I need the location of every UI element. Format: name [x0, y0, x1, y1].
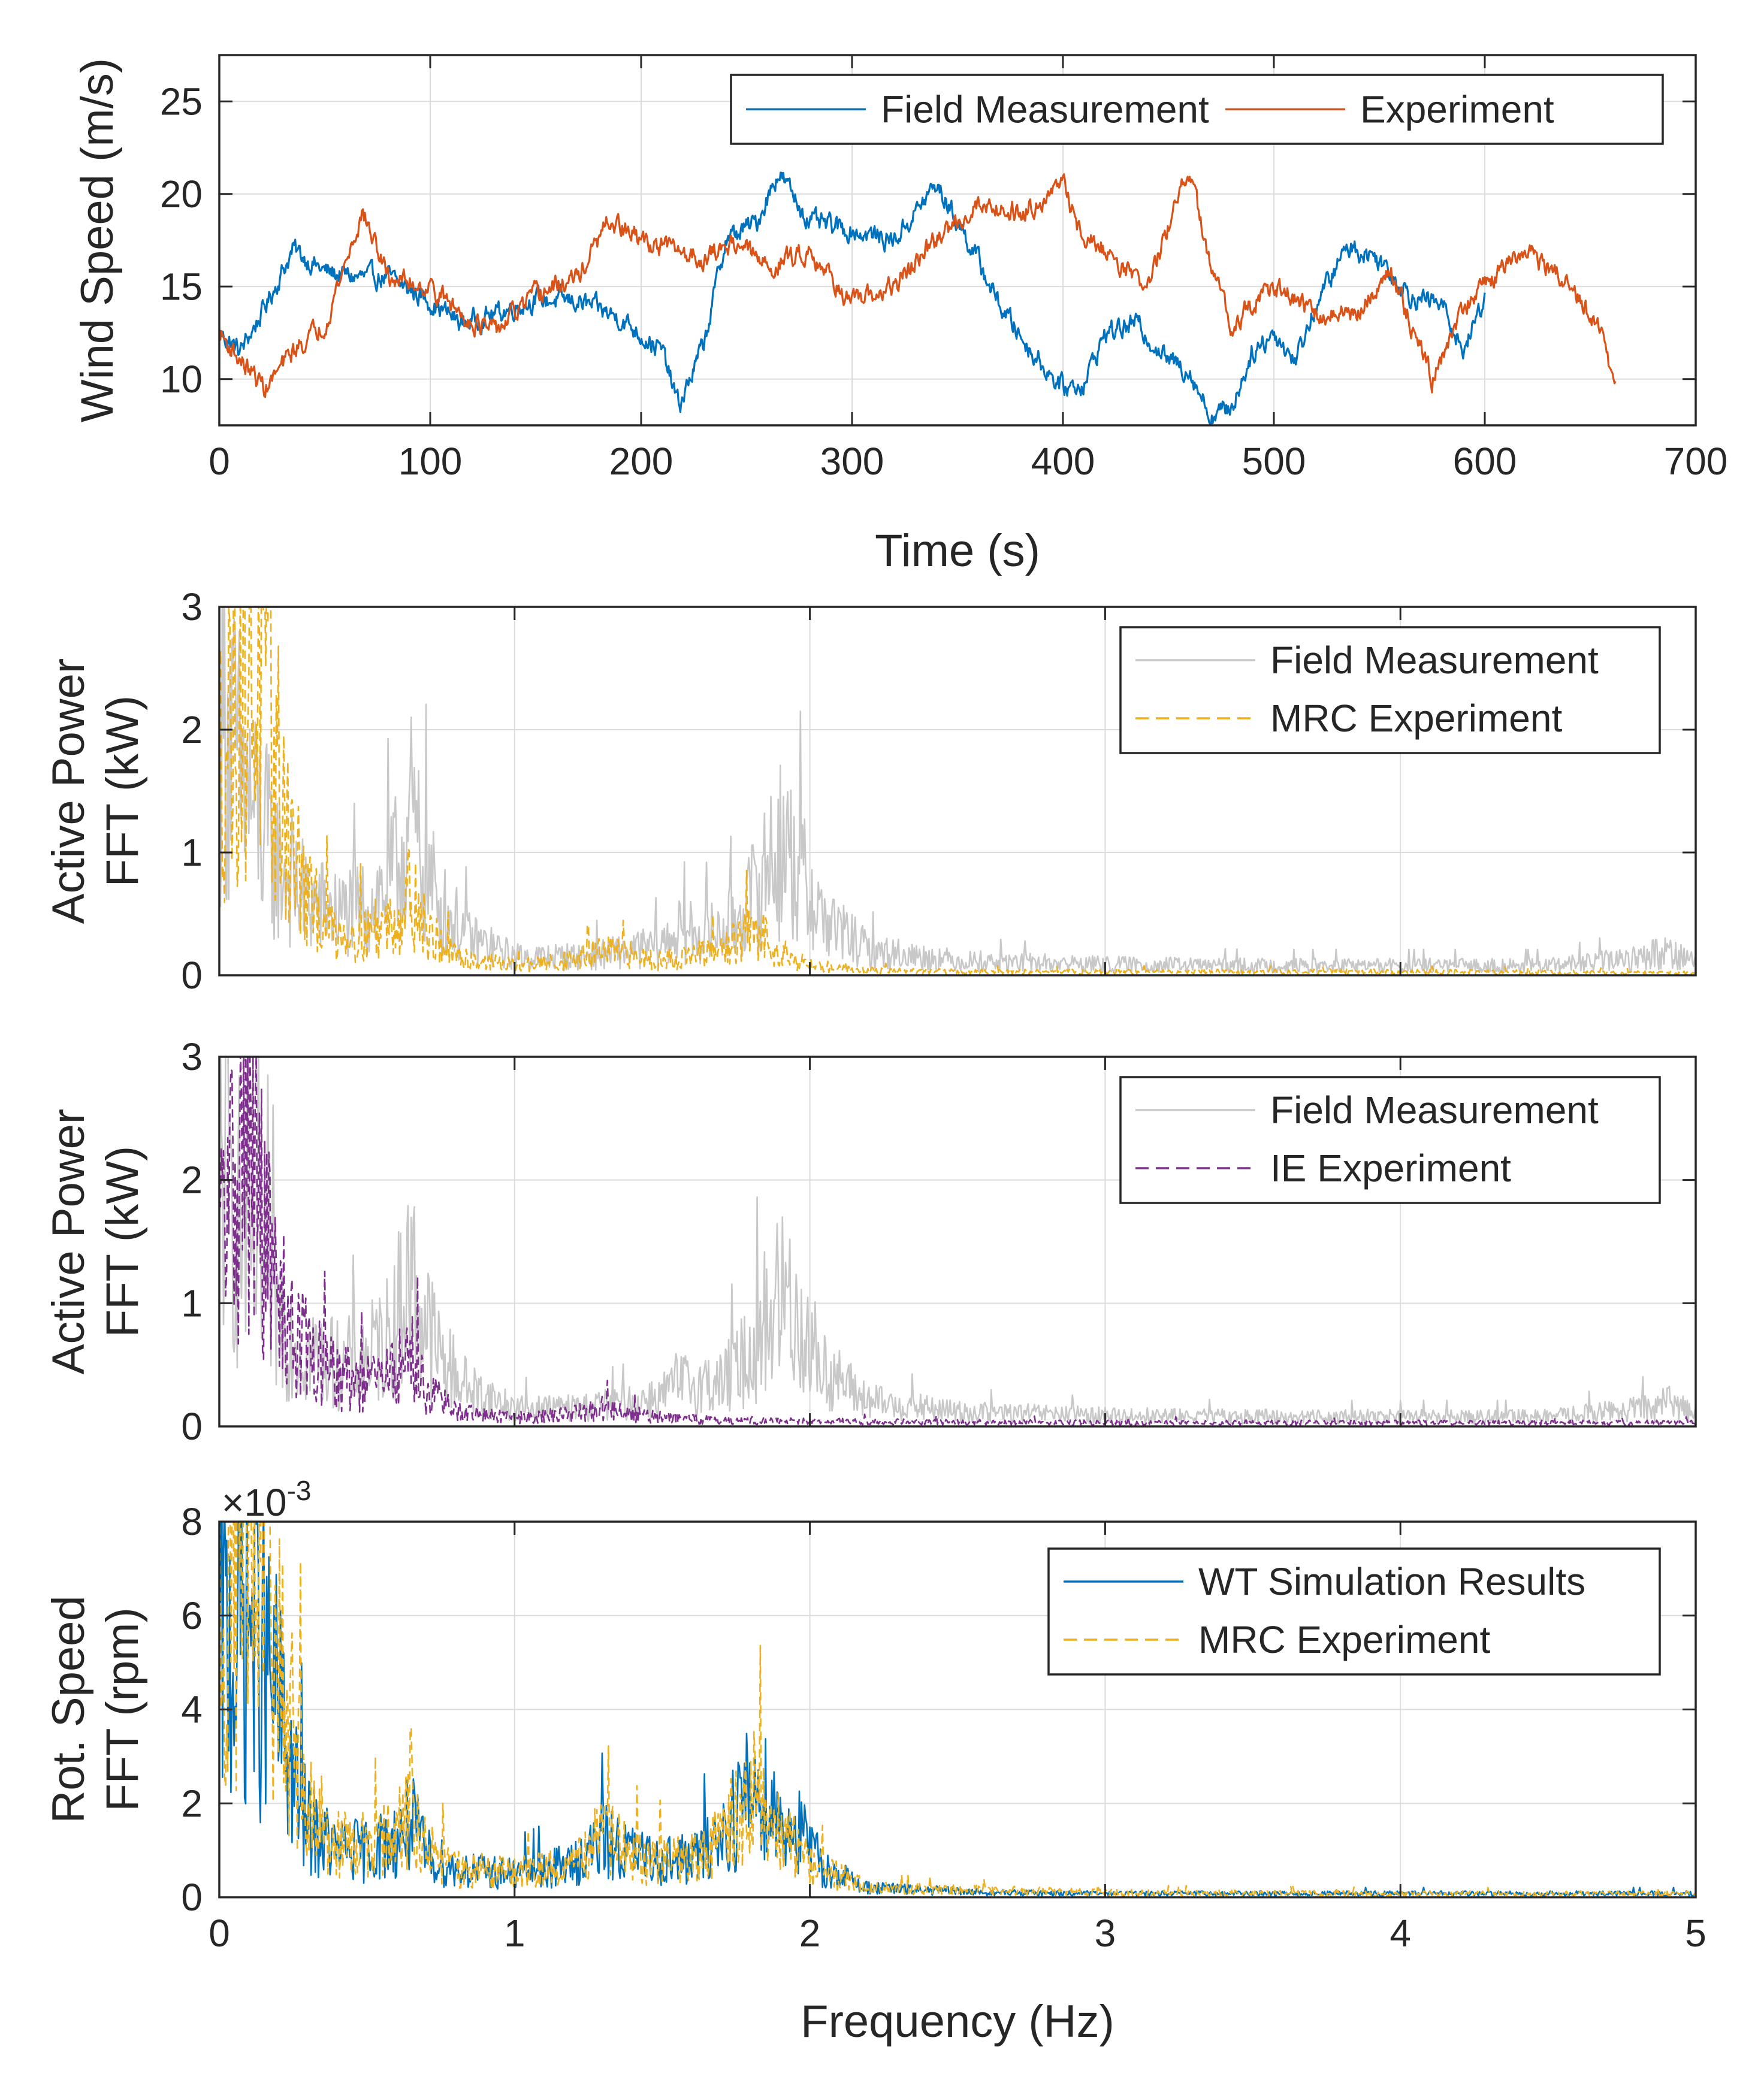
y-tick-label: 0	[181, 1405, 203, 1448]
x-tick-label: 4	[1390, 1912, 1411, 1955]
series-line-experiment	[219, 173, 1617, 398]
y-tick-label: 4	[181, 1688, 203, 1731]
y-tick-label: 20	[160, 173, 203, 216]
legend-box	[730, 74, 1664, 145]
y-tick-label: 3	[181, 585, 203, 628]
x-axis-label: Frequency (Hz)	[801, 1996, 1114, 2047]
axis-exponent-label: ×10-3	[222, 1475, 311, 1524]
y-tick-label: 6	[181, 1594, 203, 1637]
y-tick-label: 10	[160, 358, 203, 401]
y-tick-label: 1	[181, 1281, 203, 1325]
x-tick-label: 2	[799, 1912, 821, 1955]
x-tick-label: 5	[1685, 1912, 1706, 1955]
y-axis-label-line-2: FFT (kW)	[97, 696, 148, 887]
y-tick-label: 0	[181, 1876, 203, 1919]
y-tick-label: 1	[181, 831, 203, 874]
x-tick-label: 400	[1031, 440, 1095, 483]
x-tick-label: 600	[1453, 440, 1517, 483]
y-tick-label: 2	[181, 1159, 203, 1202]
x-tick-label: 3	[1095, 1912, 1116, 1955]
y-tick-label: 2	[181, 708, 203, 751]
x-tick-label: 1	[504, 1912, 525, 1955]
legend-label-field-measurement: Field Measurement	[881, 88, 1209, 131]
series-line-mrc-experiment	[219, 607, 1696, 975]
series-line-ie-experiment	[219, 1057, 1696, 1426]
y-tick-label: 15	[160, 265, 203, 308]
y-axis-label-line-2: FFT (rpm)	[97, 1607, 148, 1812]
x-axis-label: Time (s)	[875, 525, 1040, 576]
legend: Field Measurement MRC Experiment	[1119, 626, 1661, 754]
x-tick-label: 0	[209, 440, 230, 483]
legend-box	[1119, 626, 1661, 754]
legend-box	[1047, 1547, 1661, 1676]
axes-frame	[218, 1056, 1697, 1428]
y-axis-label-line-1: Active Power	[43, 1109, 94, 1375]
panel-rotational-speed: 0 1 2 3 4 5 0 2 4 6 8 Frequency (Hz) Rot. Speed FF…	[43, 1475, 1706, 2047]
x-tick-label: 100	[398, 440, 463, 483]
y-tick-label: 3	[181, 1035, 203, 1078]
x-tick-label: 300	[820, 440, 884, 483]
series-line-field-measurement	[219, 607, 1696, 974]
series-line-field-measurement	[219, 171, 1486, 425]
x-tick-label: 200	[609, 440, 673, 483]
axes-frame	[218, 54, 1697, 427]
legend: Field Measurement Experiment	[730, 74, 1664, 145]
y-axis-label: Wind Speed (m/s)	[72, 58, 123, 422]
legend-label-ie-experiment: IE Experiment	[1270, 1147, 1511, 1190]
legend-box	[1119, 1076, 1661, 1204]
legend-label-experiment: Experiment	[1360, 88, 1554, 131]
series-line-field-measurement	[219, 1057, 1696, 1425]
y-axis-label-line-1: Active Power	[43, 658, 94, 924]
y-tick-label: 2	[181, 1782, 203, 1825]
y-tick-label: 25	[160, 80, 203, 123]
legend-label-mrc-experiment: MRC Experiment	[1198, 1618, 1490, 1661]
axes-frame	[218, 606, 1697, 976]
series-line-mrc-experiment	[219, 1522, 1696, 1897]
x-tick-label: 700	[1664, 440, 1728, 483]
x-tick-label: 500	[1242, 440, 1306, 483]
legend: WT Simulation Results MRC Experiment	[1047, 1547, 1661, 1676]
y-axis-label-line-2: FFT (kW)	[97, 1146, 148, 1337]
y-tick-label: 8	[181, 1500, 203, 1543]
legend-label-field-measurement: Field Measurement	[1270, 1089, 1599, 1132]
panel-active-power-ie: 0 1 2 3 Active Power FFT (kW) Field Measure…	[43, 1035, 1697, 1448]
axis-exponent-power: -3	[287, 1475, 312, 1506]
legend-label-wt-simulation-results: WT Simulation Results	[1198, 1560, 1585, 1603]
legend: Field Measurement IE Experiment	[1119, 1076, 1661, 1204]
legend-label-mrc-experiment: MRC Experiment	[1270, 697, 1562, 740]
legend-label-field-measurement: Field Measurement	[1270, 639, 1599, 682]
y-axis-label-line-1: Rot. Speed	[43, 1595, 94, 1823]
y-tick-label: 0	[181, 954, 203, 997]
series-line-wt-simulation-results	[219, 1522, 1696, 1897]
panel-active-power-mrc: 0 1 2 3 Active Power FFT (kW) Field Measure…	[43, 585, 1697, 997]
x-tick-label: 0	[209, 1912, 230, 1955]
axis-exponent-base: ×10	[222, 1481, 287, 1524]
